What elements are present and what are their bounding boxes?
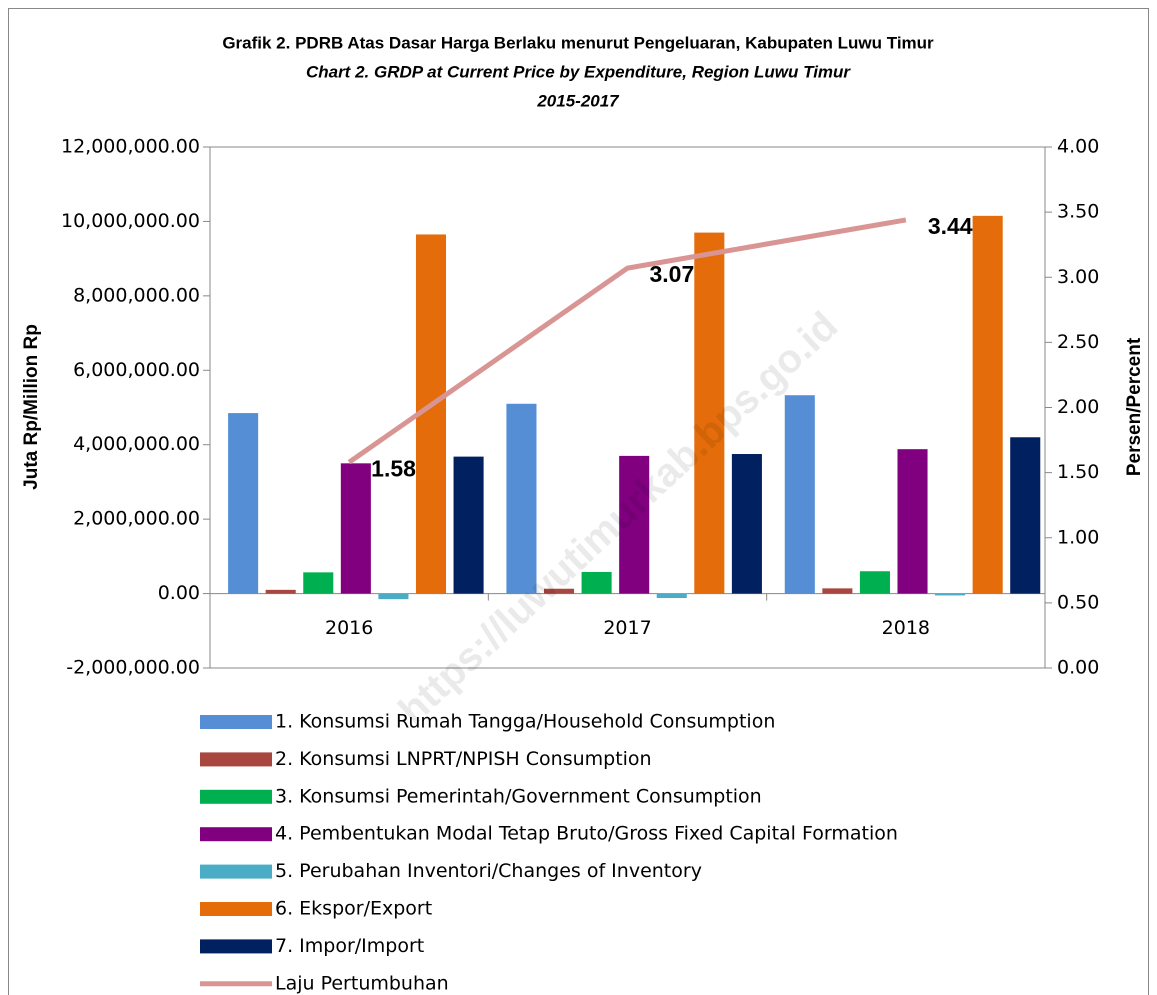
legend-label: 1. Konsumsi Rumah Tangga/Household Consu…: [275, 711, 775, 733]
bar: [303, 572, 334, 594]
chart-frame: [8, 8, 1149, 995]
y-tick-label: 10,000,000.00: [61, 210, 200, 232]
bar: [784, 395, 815, 594]
bar: [581, 571, 612, 594]
bar: [506, 403, 537, 594]
y-tick-label: 8,000,000.00: [73, 284, 200, 306]
bar: [897, 449, 928, 594]
legend-swatch: [200, 715, 272, 729]
y-tick-label: 0.00: [158, 582, 200, 604]
x-tick-label: 2016: [325, 617, 373, 639]
y2-tick-label: 4.00: [1057, 136, 1099, 158]
legend-swatch: [200, 939, 272, 954]
x-tick-label: 2018: [882, 617, 930, 639]
chart-period: 2015-2017: [536, 91, 620, 110]
y-tick-label: 2,000,000.00: [73, 508, 200, 530]
y2-tick-label: 0.50: [1057, 591, 1099, 613]
data-label: 3.07: [650, 261, 695, 287]
bar: [544, 588, 575, 594]
y-tick-label: 12,000,000.00: [61, 136, 200, 158]
bar: [822, 588, 853, 594]
legend-swatch: [200, 752, 272, 767]
legend-swatch: [200, 789, 272, 804]
bar: [656, 593, 687, 599]
legend-label: 3. Konsumsi Pemerintah/Government Consum…: [275, 785, 762, 807]
x-tick-label: 2017: [603, 617, 651, 639]
legend-label: 7. Impor/Import: [275, 935, 424, 957]
bar: [619, 455, 650, 594]
y2-tick-label: 0.00: [1057, 657, 1099, 679]
legend-swatch: [200, 864, 272, 879]
legend-swatch: [200, 827, 272, 842]
y2-tick-label: 3.50: [1057, 201, 1099, 223]
bar: [972, 215, 1003, 594]
y-axis-label: Juta Rp/Million Rp: [21, 324, 42, 490]
bar: [228, 413, 259, 594]
bar: [265, 589, 296, 594]
y2-tick-label: 3.00: [1057, 266, 1099, 288]
legend-label: Laju Pertumbuhan: [275, 972, 449, 994]
y2-axis-label: Persen/Percent: [1124, 337, 1145, 476]
line: [347, 217, 907, 465]
y-tick-label: -2,000,000.00: [66, 657, 200, 679]
bar: [340, 463, 371, 594]
data-label: 3.44: [928, 213, 973, 239]
y2-tick-label: 2.50: [1057, 331, 1099, 353]
chart-title: Grafik 2. PDRB Atas Dasar Harga Berlaku …: [222, 33, 934, 52]
legend-label: 2. Konsumsi LNPRT/NPISH Consumption: [275, 748, 652, 770]
y2-tick-label: 1.50: [1057, 461, 1099, 483]
y-tick-label: 6,000,000.00: [73, 359, 200, 381]
bar: [453, 456, 484, 594]
legend-label: 4. Pembentukan Modal Tetap Bruto/Gross F…: [275, 823, 898, 845]
bar: [378, 593, 409, 600]
bar: [935, 593, 966, 596]
bar: [1010, 437, 1041, 594]
chart-subtitle: Chart 2. GRDP at Current Price by Expend…: [306, 62, 851, 81]
legend-label: 5. Perubahan Inventori/Changes of Invent…: [275, 860, 702, 882]
legend-label: 6. Ekspor/Export: [275, 898, 432, 920]
bar: [859, 571, 890, 594]
y2-tick-label: 2.00: [1057, 396, 1099, 418]
data-label: 1.58: [371, 455, 416, 481]
bar: [694, 232, 725, 594]
legend-swatch: [200, 902, 272, 916]
bar: [731, 454, 762, 594]
y-tick-label: 4,000,000.00: [73, 433, 200, 455]
y2-tick-label: 1.00: [1057, 526, 1099, 548]
